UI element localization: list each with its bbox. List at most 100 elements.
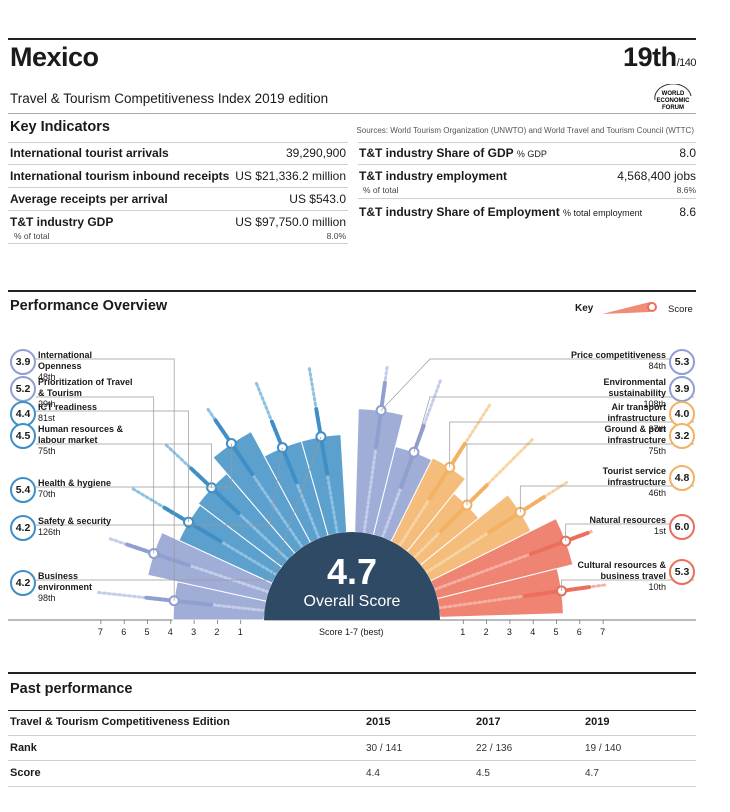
axis-left-tick-2: 5 xyxy=(144,627,150,637)
axis-right-tick-1: 2 xyxy=(483,627,489,637)
right-pillar-name-6: Cultural resources & business travel xyxy=(577,560,666,581)
ki-left-label-2: Average receipts per arrival xyxy=(10,192,168,206)
sources-note: Sources: World Tourism Organization (UNW… xyxy=(356,126,694,135)
past-score-2019: 4.7 xyxy=(585,768,599,779)
key-wedge-swatch xyxy=(602,302,657,314)
axis-right-tick-5: 6 xyxy=(576,627,582,637)
right-pillar-name-2: Air transport infrastructure xyxy=(607,402,666,423)
left-pillar-leader-3 xyxy=(36,443,212,488)
right-pillar-name-1: Environmental sustainability xyxy=(603,377,666,398)
ki-right-subvalue-1: 8.6% xyxy=(676,185,696,195)
left-pillar-score-badge-0: 3.9 xyxy=(10,349,36,375)
axis-caption: Score 1-7 (best) xyxy=(319,627,384,637)
left-pillar-label-5: Safety & security 126th xyxy=(38,516,134,538)
ki-right-label-1: T&T industry employment xyxy=(359,169,508,183)
ki-left-value-1: US $21,336.2 million xyxy=(235,169,346,183)
left-pillar-name-3: Human resources & labour market xyxy=(38,424,124,445)
left-pillar-score-badge-4: 5.4 xyxy=(10,477,36,503)
ki-right-value-2: 8.6 xyxy=(679,205,696,219)
axis-right-tick-4: 5 xyxy=(553,627,559,637)
left-pillar-name-2: ICT readiness xyxy=(38,402,98,412)
right-pillar-score-badge-3: 3.2 xyxy=(669,423,695,449)
ki-right-value-1: 4,568,400 jobs xyxy=(617,169,696,183)
axis-left-tick-5: 2 xyxy=(214,627,220,637)
right-pillar-rank-1: 108th xyxy=(643,399,666,409)
past-rule xyxy=(8,672,696,674)
right-pillar-name-5: Natural resources xyxy=(589,515,666,525)
left-pillar-rank-5: 126th xyxy=(38,527,61,537)
ki-right-unit-2: % total employment xyxy=(563,208,643,218)
past-row-rank-label: Rank xyxy=(10,742,37,754)
past-header-2015: 2015 xyxy=(366,716,391,728)
right-pillar-leader-6 xyxy=(561,579,694,591)
right-pillar-label-0: Price competitiveness 84th xyxy=(556,350,666,372)
right-pillar-label-5: Natural resources 1st xyxy=(556,515,666,537)
left-pillar-score-badge-1: 5.2 xyxy=(10,376,36,402)
past-row-divider xyxy=(8,760,696,761)
performance-rule xyxy=(8,290,696,292)
wef-logo: WORLD ECONOMIC FORUM xyxy=(654,84,692,111)
right-pillar-name-4: Tourist service infrastructure xyxy=(602,466,666,487)
axis-right-tick-3: 4 xyxy=(530,627,536,637)
past-rank-2015: 30 / 141 xyxy=(366,743,403,754)
left-pillar-label-6: Business environment 98th xyxy=(38,571,134,604)
ki-right-label-2-text: T&T industry Share of Employment xyxy=(359,205,560,219)
right-pillar-rank-0: 84th xyxy=(648,361,666,371)
right-pillar-name-3: Ground & port infrastructure xyxy=(604,424,667,445)
left-pillar-rank-2: 81st xyxy=(38,413,56,423)
report-subtitle: Travel & Tourism Competitiveness Index 2… xyxy=(10,91,329,106)
right-pillar-bar-5 xyxy=(430,517,574,600)
ki-left-value-0: 39,290,900 xyxy=(285,146,346,160)
ki-divider xyxy=(358,164,696,165)
right-pillar-leader-4 xyxy=(519,485,694,513)
left-pillar-leader-4 xyxy=(36,443,232,488)
left-pillar-bar-1 xyxy=(147,531,273,602)
past-row-divider xyxy=(8,735,696,736)
right-pillar-rank-5: 1st xyxy=(653,526,666,536)
left-pillar-label-0: International Openness 48th xyxy=(38,350,134,383)
left-pillar-label-1: Prioritization of Travel & Tourism 29th xyxy=(38,377,134,410)
ki-divider xyxy=(8,142,348,143)
left-pillar-rank-3: 75th xyxy=(38,446,56,456)
left-pillar-label-3: Human resources & labour market 75th xyxy=(38,424,134,457)
country-name: Mexico xyxy=(10,42,99,72)
right-pillar-score-badge-0: 5.3 xyxy=(669,349,695,375)
ki-divider xyxy=(358,142,696,143)
right-pillar-name-0: Price competitiveness xyxy=(570,350,666,360)
left-pillar-rank-6: 98th xyxy=(38,593,56,603)
ki-divider xyxy=(8,164,348,165)
ki-divider xyxy=(8,210,348,211)
right-pillar-score-badge-5: 6.0 xyxy=(669,514,695,540)
ki-right-sublabel-1: % of total xyxy=(363,185,399,195)
right-pillar-rank-6: 10th xyxy=(648,582,666,592)
overall-score-label: Overall Score xyxy=(304,593,401,610)
left-pillar-name-4: Health & hygiene xyxy=(38,478,112,488)
overall-score-dial xyxy=(264,532,440,620)
axis-right-tick-0: 1 xyxy=(460,627,466,637)
left-pillar-name-0: International Openness xyxy=(38,350,93,371)
performance-title: Performance Overview xyxy=(10,298,168,314)
right-pillar-score-badge-4: 4.8 xyxy=(669,465,695,491)
left-pillar-name-6: Business environment xyxy=(38,571,93,592)
key-score-label: Score xyxy=(668,304,693,315)
axis-right-tick-6: 7 xyxy=(600,627,606,637)
past-rank-2019: 19 / 140 xyxy=(585,743,622,754)
right-pillar-leader-0 xyxy=(380,358,694,411)
left-pillar-label-2: ICT readiness 81st xyxy=(38,402,134,424)
right-pillar-score-badge-6: 5.3 xyxy=(669,559,695,585)
ki-right-unit-0: % GDP xyxy=(516,149,547,159)
header-divider xyxy=(8,113,696,114)
past-header-edition: Travel & Tourism Competitiveness Edition xyxy=(10,716,230,728)
past-score-2015: 4.4 xyxy=(366,768,380,779)
past-score-2017: 4.5 xyxy=(476,768,490,779)
right-pillar-leader-2 xyxy=(449,421,694,468)
right-pillar-range-5 xyxy=(528,531,590,557)
past-title: Past performance xyxy=(10,681,133,697)
ki-left-subvalue-3: 8.0% xyxy=(326,231,346,241)
right-pillar-label-6: Cultural resources & business travel 10th xyxy=(556,560,666,593)
axis-left-tick-1: 6 xyxy=(121,627,127,637)
ki-left-sublabel-3: % of total xyxy=(14,231,50,241)
rank-value: 19th xyxy=(623,42,677,72)
right-pillar-score-badge-2: 4.0 xyxy=(669,401,695,427)
